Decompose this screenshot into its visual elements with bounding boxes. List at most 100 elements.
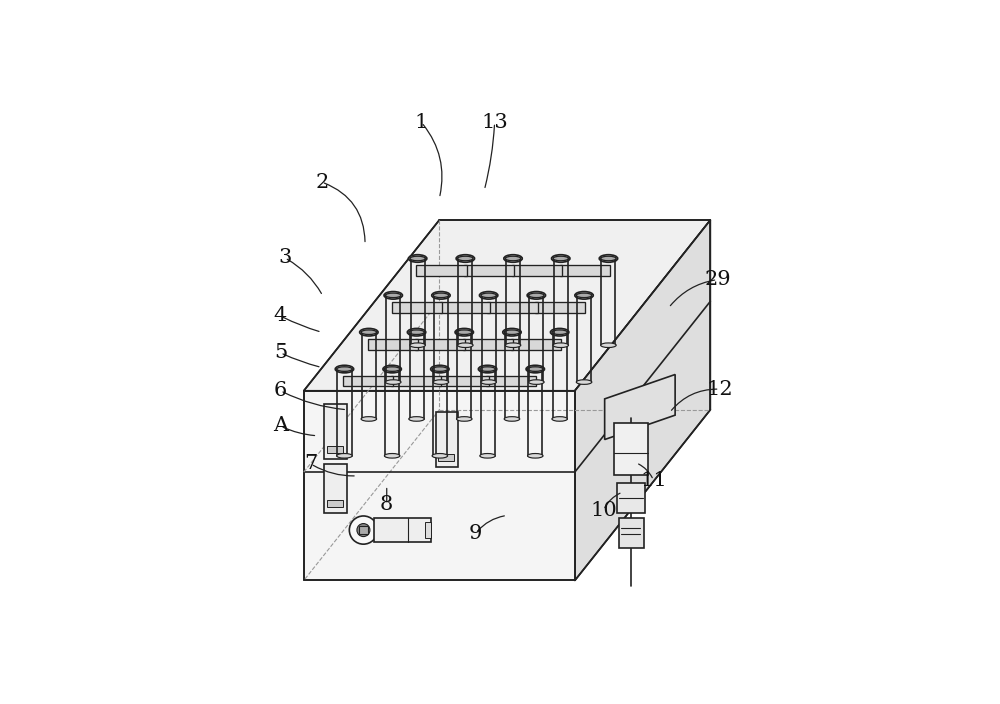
Circle shape bbox=[349, 516, 378, 544]
Bar bbox=[327, 500, 343, 508]
Bar bbox=[511, 339, 561, 350]
Bar bbox=[464, 265, 514, 276]
Ellipse shape bbox=[409, 330, 424, 334]
Polygon shape bbox=[605, 375, 675, 439]
Text: 3: 3 bbox=[278, 249, 292, 268]
Text: 6: 6 bbox=[274, 382, 287, 401]
Ellipse shape bbox=[552, 255, 570, 263]
Bar bbox=[439, 375, 489, 386]
Bar bbox=[512, 265, 562, 276]
Text: 9: 9 bbox=[469, 524, 482, 543]
Ellipse shape bbox=[384, 367, 400, 372]
Ellipse shape bbox=[335, 365, 354, 373]
Circle shape bbox=[357, 524, 370, 536]
Ellipse shape bbox=[457, 330, 472, 334]
Bar bbox=[535, 302, 585, 313]
Bar bbox=[368, 339, 418, 350]
Ellipse shape bbox=[456, 255, 475, 263]
Ellipse shape bbox=[478, 365, 497, 373]
Bar bbox=[487, 302, 538, 313]
Ellipse shape bbox=[601, 256, 616, 260]
Ellipse shape bbox=[481, 293, 496, 298]
Ellipse shape bbox=[410, 256, 425, 260]
Ellipse shape bbox=[504, 330, 520, 334]
Bar bbox=[619, 518, 644, 548]
Ellipse shape bbox=[576, 379, 592, 384]
Ellipse shape bbox=[458, 256, 473, 260]
Ellipse shape bbox=[576, 293, 592, 298]
Text: 2: 2 bbox=[315, 172, 328, 191]
Ellipse shape bbox=[361, 330, 377, 334]
Bar bbox=[391, 375, 441, 386]
Text: 7: 7 bbox=[304, 455, 317, 473]
Ellipse shape bbox=[385, 379, 401, 384]
Polygon shape bbox=[304, 220, 710, 391]
Ellipse shape bbox=[552, 330, 567, 334]
Ellipse shape bbox=[504, 417, 520, 421]
Bar bbox=[486, 375, 536, 386]
Ellipse shape bbox=[528, 453, 543, 458]
Text: 5: 5 bbox=[274, 344, 287, 363]
Polygon shape bbox=[324, 404, 347, 458]
Bar bbox=[560, 265, 610, 276]
Ellipse shape bbox=[553, 256, 568, 260]
Ellipse shape bbox=[528, 367, 543, 372]
Ellipse shape bbox=[553, 343, 568, 348]
Ellipse shape bbox=[410, 343, 425, 348]
Ellipse shape bbox=[457, 417, 472, 421]
Ellipse shape bbox=[407, 329, 426, 336]
Ellipse shape bbox=[529, 293, 544, 298]
Text: 29: 29 bbox=[704, 270, 731, 289]
Bar bbox=[415, 339, 465, 350]
Ellipse shape bbox=[384, 291, 402, 299]
Ellipse shape bbox=[458, 343, 473, 348]
Ellipse shape bbox=[504, 255, 522, 263]
Ellipse shape bbox=[433, 293, 449, 298]
Ellipse shape bbox=[505, 343, 521, 348]
Bar bbox=[438, 453, 454, 461]
Ellipse shape bbox=[529, 379, 544, 384]
Bar bbox=[425, 522, 431, 538]
Polygon shape bbox=[304, 391, 575, 581]
Text: A: A bbox=[273, 417, 288, 436]
Bar bbox=[463, 339, 513, 350]
Text: 13: 13 bbox=[481, 113, 508, 132]
Ellipse shape bbox=[552, 417, 567, 421]
Polygon shape bbox=[575, 220, 710, 581]
Ellipse shape bbox=[432, 453, 448, 458]
Ellipse shape bbox=[383, 365, 401, 373]
Polygon shape bbox=[324, 464, 347, 513]
Ellipse shape bbox=[337, 367, 352, 372]
Bar bbox=[416, 265, 467, 276]
Ellipse shape bbox=[432, 291, 450, 299]
Bar bbox=[359, 526, 368, 534]
Polygon shape bbox=[436, 413, 458, 467]
Ellipse shape bbox=[527, 291, 546, 299]
Text: 12: 12 bbox=[706, 379, 733, 398]
Ellipse shape bbox=[433, 379, 449, 384]
Ellipse shape bbox=[479, 291, 498, 299]
Ellipse shape bbox=[361, 417, 377, 421]
Ellipse shape bbox=[360, 329, 378, 336]
Ellipse shape bbox=[480, 367, 495, 372]
Text: 8: 8 bbox=[380, 495, 393, 514]
Bar bbox=[617, 483, 645, 513]
Bar bbox=[440, 302, 490, 313]
Ellipse shape bbox=[503, 329, 521, 336]
Ellipse shape bbox=[481, 379, 496, 384]
Ellipse shape bbox=[480, 453, 495, 458]
Ellipse shape bbox=[601, 343, 616, 348]
Ellipse shape bbox=[408, 255, 427, 263]
Text: 1: 1 bbox=[415, 113, 428, 132]
Bar bbox=[614, 423, 648, 474]
Ellipse shape bbox=[455, 329, 473, 336]
Ellipse shape bbox=[431, 365, 449, 373]
Ellipse shape bbox=[550, 329, 569, 336]
Ellipse shape bbox=[409, 417, 424, 421]
Bar bbox=[327, 446, 343, 453]
Bar bbox=[343, 375, 393, 386]
Ellipse shape bbox=[526, 365, 544, 373]
Ellipse shape bbox=[384, 453, 400, 458]
Ellipse shape bbox=[599, 255, 618, 263]
Text: 4: 4 bbox=[274, 306, 287, 325]
